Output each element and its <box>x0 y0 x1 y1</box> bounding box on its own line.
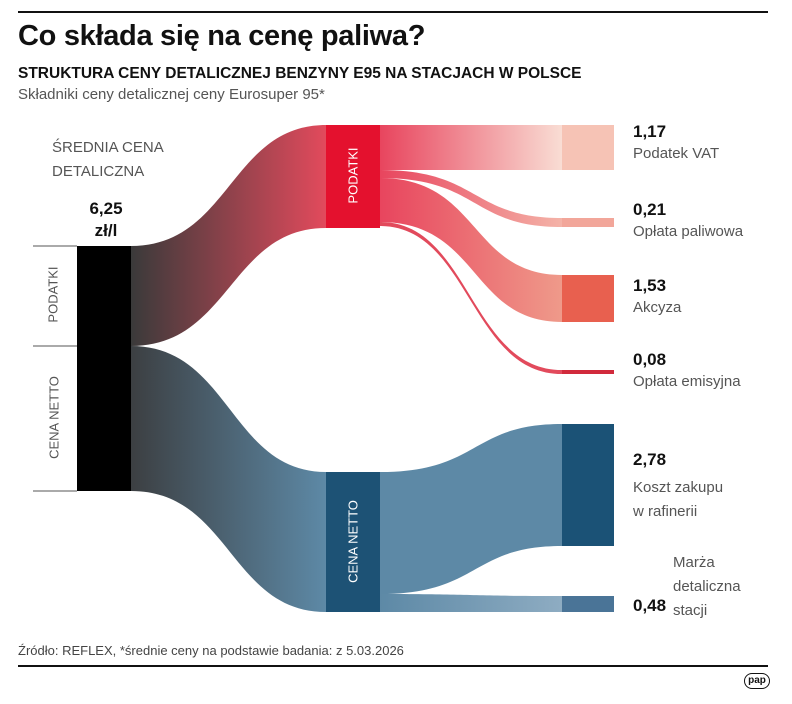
flow-oplata-paliwowa <box>380 170 562 227</box>
flow-akcyza <box>380 178 562 322</box>
node-cena-netto <box>326 472 380 612</box>
component-label: Marża <box>673 554 715 571</box>
flow-podatki <box>131 125 326 346</box>
top-rule <box>18 11 768 13</box>
flow-vat <box>380 125 562 170</box>
flow-oplata-emisyjna <box>380 222 562 374</box>
source-label-line1: ŚREDNIA CENA <box>52 139 164 156</box>
component-value: 1,17 <box>633 122 667 141</box>
source-value-number: 6,25 <box>89 199 123 218</box>
component-oplata-paliwowa: 0,21 Opłata paliwowa <box>633 200 743 244</box>
node-koszt-zakupu <box>562 424 614 546</box>
node-podatki <box>326 125 380 228</box>
component-label: Opłata emisyjna <box>633 373 741 390</box>
flow-koszt-zakupu <box>380 424 562 594</box>
flow-cena-netto <box>131 346 326 612</box>
component-marza-value: 0,48 <box>633 596 667 615</box>
component-label: Podatek VAT <box>633 145 720 162</box>
component-label: Opłata paliwowa <box>633 223 744 240</box>
node-marza <box>562 596 614 612</box>
subtitle: STRUKTURA CENY DETALICZNEJ BENZYNY E95 N… <box>18 65 582 82</box>
source-label-line2: DETALICZNA <box>52 163 145 180</box>
node-source <box>77 246 131 491</box>
component-akcyza: 1,53 Akcyza <box>633 276 681 320</box>
component-label: stacji <box>673 602 708 619</box>
component-label: w rafinerii <box>633 503 698 520</box>
component-koszt-zakupu: 2,78 Koszt zakupu w rafinerii <box>633 450 723 524</box>
source-value: 6,25 zł/l <box>78 198 134 242</box>
segment-label-podatki: PODATKI <box>45 266 61 323</box>
pap-logo: pap <box>744 673 770 689</box>
page-title: Co składa się na cenę paliwa? <box>18 20 426 52</box>
component-value: 1,53 <box>633 276 667 295</box>
node-oplata-paliwowa <box>562 218 614 227</box>
node-oplata-emisyjna <box>562 370 614 374</box>
component-oplata-emisyjna: 0,08 Opłata emisyjna <box>633 350 741 394</box>
component-label: detaliczna <box>673 578 741 595</box>
source-label: ŚREDNIA CENA DETALICZNA <box>52 136 164 184</box>
node-label-podatki: PODATKI <box>345 147 361 204</box>
component-value: 0,21 <box>633 200 667 219</box>
flow-marza <box>380 594 562 612</box>
source-value-unit: zł/l <box>94 221 118 240</box>
description: Składniki ceny detalicznej ceny Eurosupe… <box>18 86 325 103</box>
component-marza-label: Marża detaliczna stacji <box>673 551 741 623</box>
node-vat <box>562 125 614 170</box>
component-label: Akcyza <box>633 299 682 316</box>
segment-label-cena-netto: CENA NETTO <box>46 376 62 459</box>
node-akcyza <box>562 275 614 322</box>
component-vat: 1,17 Podatek VAT <box>633 122 719 166</box>
source-note: Źródło: REFLEX, *średnie ceny na podstaw… <box>18 643 404 658</box>
node-label-cena-netto: CENA NETTO <box>345 500 361 583</box>
component-label: Koszt zakupu <box>633 479 724 496</box>
bottom-rule <box>18 665 768 667</box>
component-value: 2,78 <box>633 450 667 469</box>
component-value: 0,08 <box>633 350 667 369</box>
